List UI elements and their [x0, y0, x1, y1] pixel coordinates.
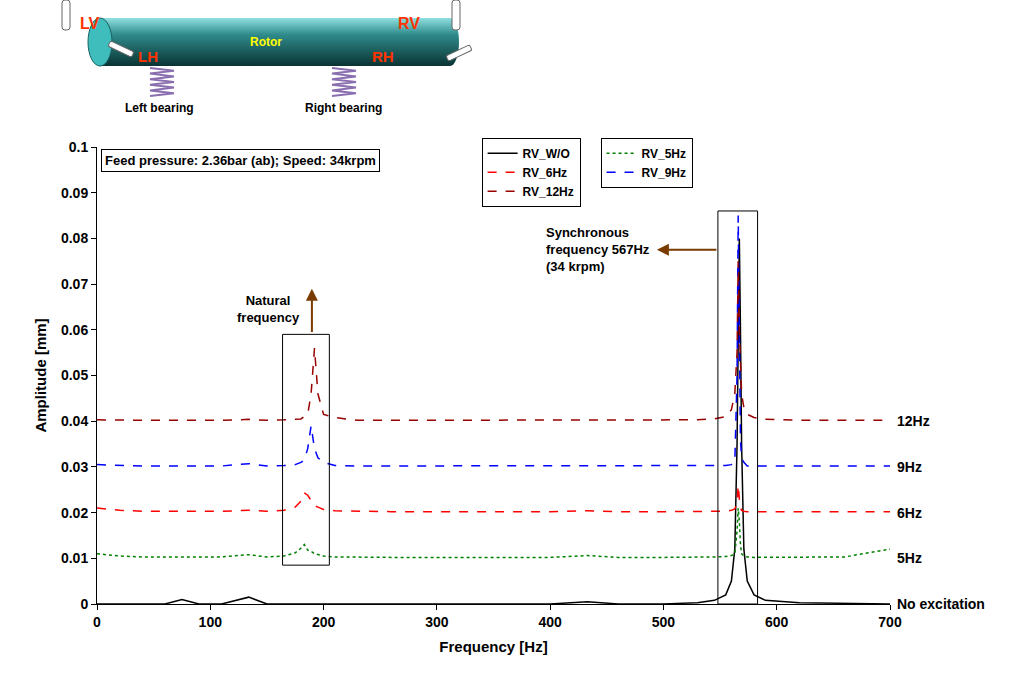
svg-text:0: 0	[80, 596, 88, 612]
svg-text:RV_9Hz: RV_9Hz	[642, 166, 686, 180]
svg-text:Synchronousfrequency 567Hz(34: Synchronousfrequency 567Hz(34 krpm)	[546, 225, 650, 274]
svg-text:0: 0	[93, 614, 101, 630]
svg-text:0.04: 0.04	[61, 413, 88, 429]
svg-text:0.1: 0.1	[69, 139, 89, 155]
svg-text:Amplitude [mm]: Amplitude [mm]	[32, 318, 49, 432]
svg-text:6Hz: 6Hz	[897, 505, 922, 521]
svg-text:12Hz: 12Hz	[897, 413, 930, 429]
svg-text:0.08: 0.08	[61, 230, 88, 246]
svg-text:600: 600	[765, 614, 789, 630]
svg-text:0.06: 0.06	[61, 322, 88, 338]
svg-text:LH: LH	[138, 48, 158, 65]
svg-text:0.02: 0.02	[61, 504, 88, 520]
svg-text:RV: RV	[398, 15, 420, 32]
svg-text:Right bearing: Right bearing	[305, 101, 382, 115]
svg-text:200: 200	[312, 614, 336, 630]
svg-text:5Hz: 5Hz	[897, 550, 922, 566]
svg-text:No excitation: No excitation	[897, 596, 985, 612]
svg-text:RV_6Hz: RV_6Hz	[523, 166, 567, 180]
svg-text:0.05: 0.05	[61, 367, 88, 383]
svg-text:0.07: 0.07	[61, 276, 88, 292]
svg-text:300: 300	[425, 614, 449, 630]
svg-text:500: 500	[652, 614, 676, 630]
svg-text:100: 100	[199, 614, 223, 630]
svg-text:LV: LV	[80, 15, 100, 32]
svg-text:RH: RH	[372, 48, 394, 65]
svg-text:0.03: 0.03	[61, 459, 88, 475]
svg-text:400: 400	[538, 614, 562, 630]
svg-text:0.01: 0.01	[61, 550, 88, 566]
svg-text:Naturalfrequency: Naturalfrequency	[237, 293, 300, 325]
svg-text:0.09: 0.09	[61, 185, 88, 201]
svg-text:Left bearing: Left bearing	[125, 101, 194, 115]
svg-text:RV_5Hz: RV_5Hz	[642, 147, 686, 161]
svg-text:RV_12Hz: RV_12Hz	[523, 185, 574, 199]
svg-text:Frequency [Hz]: Frequency [Hz]	[439, 638, 547, 655]
svg-text:9Hz: 9Hz	[897, 459, 922, 475]
svg-text:700: 700	[878, 614, 902, 630]
svg-text:RV_W/O: RV_W/O	[523, 147, 570, 161]
svg-text:Rotor: Rotor	[250, 35, 282, 49]
svg-text:Feed pressure: 2.36bar (ab); S: Feed pressure: 2.36bar (ab); Speed: 34kr…	[105, 153, 376, 168]
